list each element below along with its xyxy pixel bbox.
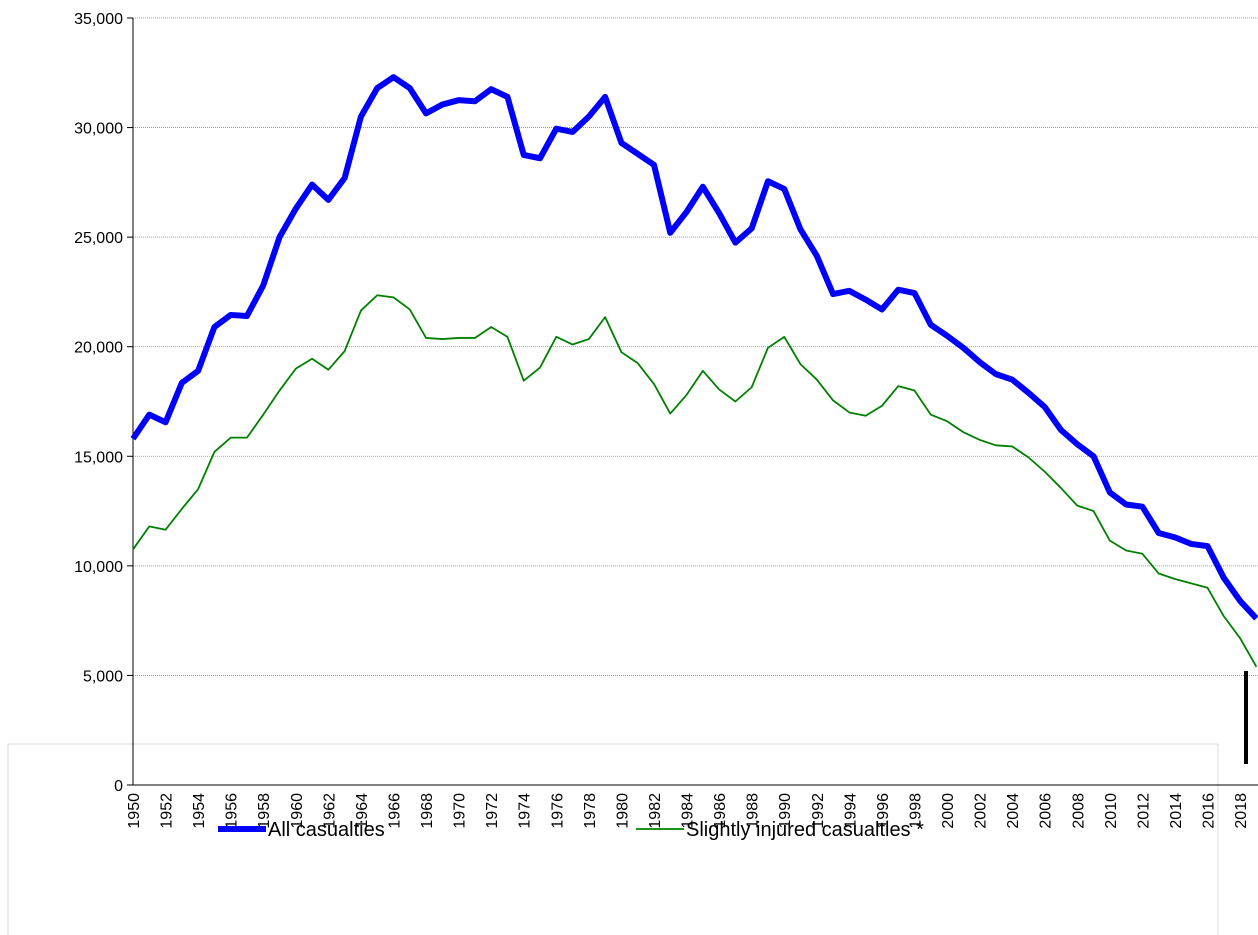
x-tick-label: 1962 (321, 793, 338, 829)
x-tick-label: 1952 (159, 793, 176, 829)
x-tick-label: 1988 (745, 793, 762, 829)
x-tick-label: 2010 (1103, 793, 1120, 829)
x-tick-label: 1958 (256, 793, 273, 829)
x-tick-label: 1972 (484, 793, 501, 829)
y-tick-label: 25,000 (74, 230, 123, 247)
x-tick-label: 1970 (452, 793, 469, 829)
x-tick-label: 1996 (875, 793, 892, 829)
x-tick-label: 1986 (712, 793, 729, 829)
x-tick-label: 2000 (940, 793, 957, 829)
x-tick-label: 2014 (1168, 793, 1185, 829)
x-tick-label: 1968 (419, 793, 436, 829)
x-tick-label: 1954 (191, 793, 208, 829)
y-tick-label: 5,000 (83, 668, 123, 685)
x-tick-label: 2006 (1038, 793, 1055, 829)
x-tick-label: 1966 (386, 793, 403, 829)
x-tick-label: 1980 (614, 793, 631, 829)
legend-box (7, 743, 1219, 935)
x-tick-label: 1982 (647, 793, 664, 829)
x-tick-label: 1974 (517, 793, 534, 829)
x-tick-label: 1990 (777, 793, 794, 829)
x-tick-label: 2018 (1233, 793, 1250, 829)
x-tick-label: 1950 (126, 793, 143, 829)
x-tick-label: 1960 (289, 793, 306, 829)
x-tick-label: 2002 (973, 793, 990, 829)
x-tick-label: 2008 (1070, 793, 1087, 829)
x-tick-label: 1964 (354, 793, 371, 829)
y-tick-label: 30,000 (74, 121, 123, 138)
legend-label: Slightly injured casualties * (686, 819, 924, 841)
x-tick-label: 1998 (907, 793, 924, 829)
x-tick-label: 1976 (549, 793, 566, 829)
x-tick-label: 1992 (810, 793, 827, 829)
y-tick-label: 15,000 (74, 449, 123, 466)
y-tick-label: 0 (114, 778, 123, 795)
x-tick-label: 2004 (1005, 793, 1022, 829)
y-tick-label: 35,000 (74, 11, 123, 28)
y-tick-label: 10,000 (74, 559, 123, 576)
y-tick-label: 20,000 (74, 340, 123, 357)
x-tick-label: 1994 (842, 793, 859, 829)
legend-label: All casualties (268, 819, 385, 841)
x-tick-label: 1978 (582, 793, 599, 829)
x-tick-label: 2016 (1201, 793, 1218, 829)
series-line (132, 294, 1258, 668)
x-tick-label: 1956 (224, 793, 241, 829)
series-line (130, 74, 1258, 621)
x-tick-label: 1984 (680, 793, 697, 829)
x-tick-label: 2012 (1135, 793, 1152, 829)
